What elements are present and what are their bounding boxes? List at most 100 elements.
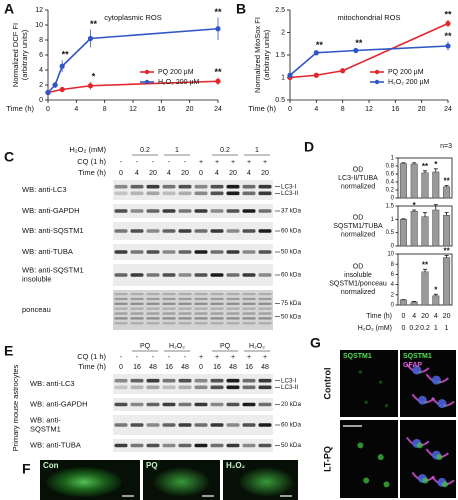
blot-band <box>242 322 256 325</box>
y-tick-label: 0.5 <box>275 97 285 104</box>
blot-band <box>114 302 128 305</box>
blot-band <box>226 312 240 315</box>
size-marker: 60 kDa <box>281 228 301 235</box>
blot <box>113 374 273 394</box>
y-axis-label: Normalized MitoSox FI <box>253 17 262 93</box>
blot-band <box>162 297 176 301</box>
blot-band <box>146 273 160 277</box>
blot-band <box>146 443 160 448</box>
bar <box>421 172 429 199</box>
row-label: CQ (1 h) <box>77 352 106 361</box>
blot-band <box>130 191 144 196</box>
x-axis-label: Time (h) <box>6 104 34 113</box>
y-tick-label: 1.5 <box>386 204 395 210</box>
blot-band <box>258 293 272 296</box>
x-tick-label: 16 <box>391 106 399 113</box>
blot-band <box>114 209 128 213</box>
group-label: 0.2 <box>140 147 150 154</box>
blot-band <box>194 209 208 213</box>
lane-label: 4 <box>215 170 219 177</box>
data-point <box>340 68 346 74</box>
blot-band <box>146 312 160 315</box>
y-axis-label: insoluble <box>344 272 372 279</box>
lane-label: 16 <box>245 364 253 371</box>
nucleus <box>412 365 422 375</box>
bar <box>410 211 418 247</box>
y-tick-label: 0.4 <box>386 180 395 186</box>
blot <box>113 222 273 240</box>
blot <box>113 398 273 411</box>
sqstm1-signal <box>384 404 389 408</box>
blot-band <box>146 184 160 189</box>
data-point <box>87 35 94 42</box>
sqstm1-signal <box>358 370 362 374</box>
blot-band <box>226 293 240 296</box>
data-point <box>313 50 319 56</box>
legend-label: H₂O₂ 200 µM <box>388 79 430 86</box>
side-label: Primary mouse astrocytes <box>11 364 20 451</box>
sqstm1-signal <box>364 400 368 404</box>
blot-label: WB: anti-GAPDH <box>22 206 80 215</box>
image-label: PQ <box>146 461 158 470</box>
size-marker: 37 kDa <box>281 208 301 215</box>
blot-band <box>178 317 192 320</box>
y-axis-label: OD <box>353 166 364 173</box>
data-point <box>445 43 451 49</box>
blot <box>113 244 273 260</box>
bar <box>443 186 451 199</box>
blot-band <box>194 378 208 383</box>
lane-label: 48 <box>149 364 157 371</box>
blot <box>113 415 273 435</box>
y-axis-label: OD <box>353 264 364 271</box>
nucleus <box>431 375 441 385</box>
blot-band <box>258 322 272 325</box>
sqstm1-signal <box>377 454 384 461</box>
blot-band <box>242 302 256 305</box>
blot-band <box>194 307 208 310</box>
blot-band <box>114 312 128 315</box>
x-tick-label: 20 <box>418 106 426 113</box>
blot-band <box>242 229 256 233</box>
blot-band <box>210 297 224 301</box>
x-tick-label: 8 <box>103 106 107 113</box>
blot-label: WB: anti-LC3 <box>22 185 67 194</box>
lane-label: 0 <box>119 364 123 371</box>
blot-band <box>258 443 272 448</box>
size-marker: 20 kDa <box>281 401 301 408</box>
micrograph <box>340 350 398 417</box>
x-tick-label: 8 <box>341 106 345 113</box>
blot-band <box>114 322 128 325</box>
blot-band <box>210 250 224 254</box>
blot-band <box>242 297 256 301</box>
blot-label: WB: anti-GAPDH <box>30 399 88 408</box>
y-axis-label: (arbitrary units) <box>262 29 271 80</box>
panel-letter: D <box>304 139 314 155</box>
lane-label: + <box>231 354 235 361</box>
y-tick-label: 0.5 <box>386 230 395 236</box>
y-axis-label: OD <box>353 214 364 221</box>
blot-band <box>242 250 256 254</box>
blot-band <box>226 423 240 427</box>
blot-band <box>242 378 256 383</box>
sqstm1-signal <box>379 380 383 384</box>
blot-band <box>146 322 160 325</box>
blot-band <box>210 209 224 213</box>
blot-band <box>226 209 240 213</box>
bar <box>443 257 451 306</box>
x-tick-label: 20 <box>421 313 429 320</box>
y-tick-label: 8 <box>391 262 395 268</box>
blot-band <box>226 250 240 254</box>
y-tick-label: 6 <box>391 272 395 278</box>
blot-band <box>242 385 256 390</box>
blot-band <box>178 209 192 213</box>
blot-band <box>114 250 128 254</box>
blot-band <box>162 322 176 325</box>
y-tick-label: 2 <box>281 29 285 36</box>
y-tick-label: 1 <box>281 74 285 81</box>
blot-band <box>226 385 240 390</box>
blot-band <box>178 273 192 277</box>
blot-band <box>194 322 208 325</box>
lane-label: 16 <box>213 364 221 371</box>
blot-band <box>114 307 128 310</box>
stain-label: SQSTM1 <box>343 353 372 360</box>
